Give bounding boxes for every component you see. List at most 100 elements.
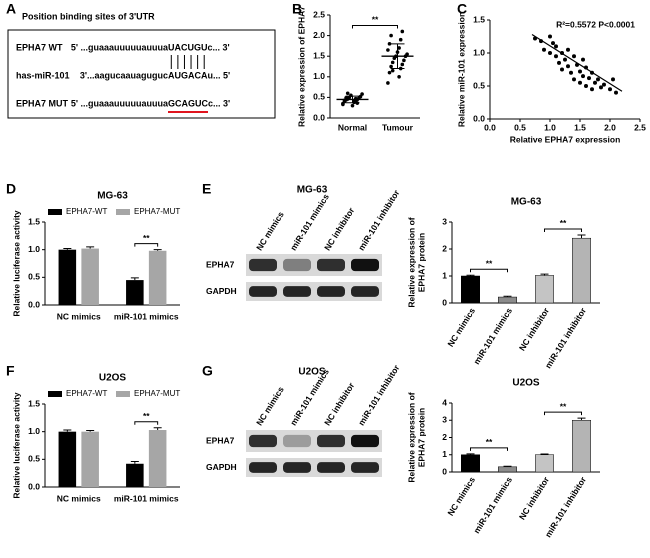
blot-strip: [246, 282, 382, 301]
x-tick-label: 1.5: [574, 122, 586, 132]
chart-title: MG-63: [511, 197, 542, 208]
blot-band: [351, 286, 379, 297]
y-tick-label: 0.5: [313, 92, 325, 102]
data-point: [560, 67, 564, 72]
significance-label: **: [143, 233, 150, 243]
y-tick-label: 3: [442, 216, 447, 226]
x-tick-label: NC inhibitor: [517, 474, 552, 521]
blot-band: [317, 434, 345, 448]
data-point: [345, 91, 350, 96]
bar: [572, 237, 591, 304]
data-point: [578, 69, 582, 74]
x-tick-label: Normal: [338, 122, 367, 132]
data-point: [400, 29, 405, 34]
blot-band: [283, 434, 311, 448]
x-tick-label: miR-101 mimics: [114, 493, 179, 503]
significance-label: **: [486, 437, 493, 447]
x-tick-label: miR-101 inhibitor: [543, 305, 589, 370]
error-bar: [130, 277, 139, 281]
y-tick-label: 0: [442, 466, 447, 476]
lane-label: miR-101 inhibitor: [356, 187, 402, 252]
y-tick-label: 0.5: [28, 272, 40, 282]
data-point: [398, 37, 403, 42]
sequence-suffix: c... 3': [208, 98, 230, 108]
row-label: GAPDH: [206, 286, 237, 296]
y-tick-label: 0.0: [28, 299, 40, 309]
y-tick-label: 2.0: [313, 30, 325, 40]
y-axis-label: Relative miR-101 expression: [456, 12, 466, 127]
data-point: [400, 62, 405, 67]
data-point: [599, 85, 603, 90]
data-point: [390, 68, 395, 73]
blot-band: [351, 462, 379, 473]
y-tick-label: 1: [442, 449, 447, 459]
sequence-suffix: u... 5': [208, 70, 231, 80]
row-label: GAPDH: [206, 462, 237, 472]
legend-swatch: [116, 209, 130, 215]
y-tick-label: 2: [442, 432, 447, 442]
y-tick-label: 1: [442, 270, 447, 280]
data-point: [557, 60, 561, 65]
significance-bracket: [470, 447, 508, 451]
data-point: [566, 47, 570, 52]
bar: [58, 249, 77, 305]
data-point: [397, 46, 401, 50]
binding-site: GCAGUC: [168, 98, 208, 108]
row-label: EPHA7: [206, 259, 235, 269]
significance-bracket: [134, 421, 159, 425]
panel-letter: G: [202, 363, 213, 379]
data-point: [387, 42, 392, 46]
bar: [461, 275, 480, 304]
chart-title: U2OS: [99, 373, 127, 384]
y-axis-label: Relative expression of EPHA7: [296, 6, 306, 127]
data-point: [548, 51, 552, 55]
y-axis-label: Relative expression of: [406, 392, 416, 482]
significance-label: **: [372, 15, 379, 25]
sequence-box: [7, 29, 276, 119]
error-bar: [466, 453, 475, 455]
data-point: [341, 102, 345, 107]
bar: [81, 431, 99, 487]
x-tick-label: 2.0: [604, 122, 616, 132]
legend-swatch: [116, 391, 130, 397]
x-tick-label: NC mimics: [445, 475, 477, 518]
lane-label: NC mimics: [254, 209, 286, 252]
y-tick-label: 0.0: [28, 481, 40, 491]
y-tick-label: 4: [442, 397, 447, 407]
y-axis-label: EPHA7 protein: [416, 408, 426, 468]
panel-letter: E: [202, 181, 211, 197]
lane-label: miR-101 inhibitor: [356, 362, 402, 427]
error-bar: [577, 234, 586, 239]
blot-title: MG-63: [297, 185, 328, 196]
bar: [126, 463, 144, 487]
error-bar: [153, 427, 162, 431]
x-tick-label: NC mimics: [445, 306, 477, 349]
y-tick-label: 1.5: [313, 50, 325, 60]
legend-swatch: [48, 391, 62, 397]
data-point: [551, 41, 555, 46]
y-tick-label: 0.5: [473, 80, 485, 90]
y-tick-label: 1.0: [28, 244, 40, 254]
data-point: [350, 103, 355, 108]
bar: [572, 420, 591, 473]
data-point: [581, 74, 585, 79]
significance-bracket: [352, 24, 398, 29]
chart-title: MG-63: [97, 191, 128, 202]
bar: [81, 248, 99, 305]
sequence-prefix: 5' ...guaaauuuuuauuua: [71, 42, 169, 52]
error-bar: [540, 273, 549, 276]
binding-site: UACUGU: [168, 42, 208, 52]
data-point: [386, 48, 390, 52]
data-point: [548, 34, 552, 39]
error-bar: [86, 430, 95, 432]
panel-letter: B: [292, 1, 302, 17]
significance-label: **: [486, 258, 493, 268]
blot-band: [249, 258, 277, 272]
y-tick-label: 2.5: [313, 9, 325, 19]
data-point: [405, 52, 409, 56]
lane-label: NC inhibitor: [322, 205, 357, 252]
data-point: [402, 58, 406, 63]
data-point: [566, 64, 570, 69]
data-point: [386, 81, 390, 85]
y-tick-label: 2: [442, 243, 447, 253]
